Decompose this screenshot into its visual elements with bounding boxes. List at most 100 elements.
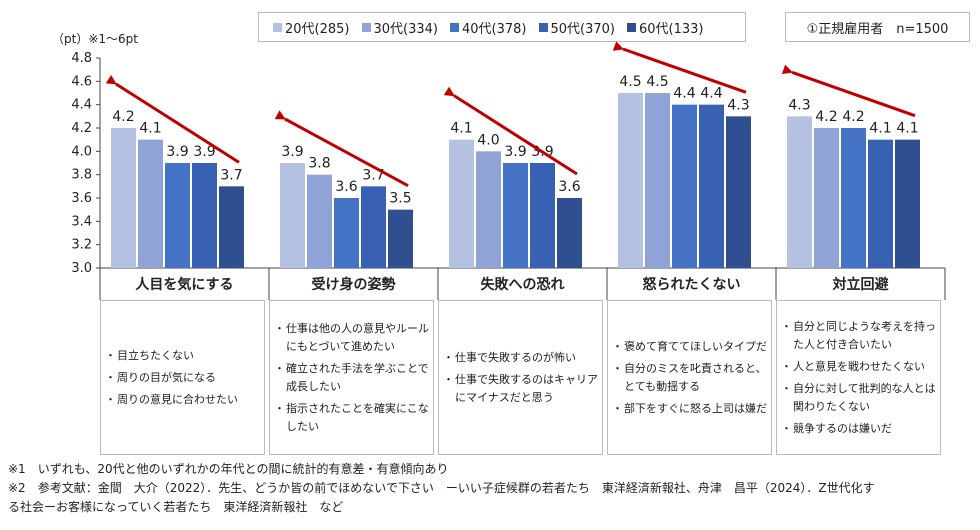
bar-value-label: 4.3: [788, 97, 810, 113]
description-item: 自分と同じような考えを持った人と付き合いたい: [781, 318, 936, 354]
bar: [868, 139, 893, 268]
description-item: 褒めて育ててほしいタイプだ: [612, 338, 767, 356]
trend-arrow: [612, 41, 747, 94]
description-box: 褒めて育ててほしいタイプだ自分のミスを叱責されると、とても動揺する部下をすぐに怒…: [607, 300, 772, 455]
y-tick-label: 4.8: [71, 51, 92, 66]
legend-swatch: [450, 22, 459, 32]
bar: [476, 151, 501, 268]
bar-value-label: 4.5: [619, 74, 641, 90]
bar: [192, 163, 217, 268]
category-label: 怒られたくない: [643, 276, 741, 293]
legend-swatch: [538, 22, 548, 32]
y-tick-label: 3.8: [71, 168, 92, 183]
bar: [165, 163, 190, 268]
y-tick-label: 4.4: [71, 98, 92, 113]
bar-value-label: 3.5: [389, 191, 411, 207]
bar: [138, 139, 163, 268]
y-axis-unit-label: （pt）※1～6pt: [52, 32, 138, 46]
category-label: 対立回避: [832, 276, 889, 293]
description-item: 仕事で失敗するのはキャリアにマイナスだと思う: [443, 371, 598, 407]
description-item: 仕事で失敗するのが怖い: [443, 349, 598, 367]
bar: [449, 139, 474, 268]
description-item: 目立ちたくない: [105, 347, 260, 365]
bar-value-label: 3.9: [193, 144, 215, 160]
description-item: 仕事は他の人の意見やルールにもとづいて進めたい: [274, 320, 429, 356]
bar: [503, 163, 528, 268]
bar: [895, 139, 920, 268]
description-box: 仕事は他の人の意見やルールにもとづいて進めたい確立された手法を学ぶことで成長した…: [269, 300, 434, 455]
bar-value-label: 4.2: [815, 109, 837, 125]
category-label: 失敗への恐れ: [481, 276, 565, 293]
bar-value-label: 4.3: [727, 97, 749, 113]
description-item: 自分のミスを叱責されると、とても動揺する: [612, 360, 767, 396]
bar: [672, 104, 697, 269]
bar-value-label: 3.8: [308, 156, 330, 172]
trend-arrow: [443, 86, 578, 176]
legend-item: 60代(133): [627, 18, 704, 37]
bar: [388, 209, 413, 268]
y-tick-label: 3.4: [71, 214, 92, 229]
bar-value-label: 4.1: [139, 121, 161, 137]
bar: [219, 186, 244, 268]
legend-label: 40代(378): [462, 21, 527, 37]
y-tick-label: 4.2: [71, 121, 92, 136]
bar: [726, 116, 751, 268]
trend-arrows: [105, 41, 916, 187]
bar-value-label: 4.4: [673, 86, 695, 102]
legend-item: 30代(334): [361, 18, 439, 37]
bar-value-label: 4.1: [896, 121, 918, 137]
bars: [111, 93, 920, 269]
description-item: 周りの目が気になる: [105, 369, 260, 387]
footnote-2: ※2 参考文献：金間 大介（2022）．先生、どうか皆の前でほめないで下さい ー…: [8, 481, 875, 495]
description-box: 目立ちたくない周りの目が気になる周りの意見に合わせたい: [100, 300, 265, 455]
description-item: 周りの意見に合わせたい: [105, 391, 260, 409]
category-label: 人目を気にする: [135, 276, 233, 293]
legend-swatch: [361, 22, 371, 32]
bar-value-label: 4.4: [700, 86, 722, 102]
bar-value-label: 3.9: [281, 144, 303, 160]
bar-value-label: 4.2: [112, 109, 134, 125]
bar: [557, 198, 582, 268]
description-item: 部下をすぐに怒る上司は嫌だ: [612, 400, 767, 418]
bar: [280, 163, 305, 268]
description-item: 確立された手法を学ぶことで成長したい: [274, 360, 429, 396]
bar-value-label: 3.6: [558, 179, 580, 195]
bar: [814, 128, 839, 268]
legend-swatch: [273, 22, 282, 32]
bar: [699, 104, 724, 269]
legend-swatch: [627, 22, 636, 32]
trend-arrow: [274, 110, 409, 187]
bar-value-label: 4.5: [646, 74, 668, 90]
bar: [530, 163, 555, 268]
bar-chart: 3.0 3.2 3.4 3.6 3.8 4.0 4.2 4.4 4.6 4.8 4.2 4.1 3.9…: [71, 41, 946, 300]
description-item: 自分に対して批判的な人とは関わりたくない: [781, 380, 936, 416]
description-box: 自分と同じような考えを持った人と付き合いたい人と意見を戦わせたくない自分に対して…: [776, 300, 941, 455]
bar-value-label: 4.2: [842, 109, 864, 125]
bar-value-label: 4.0: [477, 132, 499, 148]
description-item: 指示されたことを確実にこなしたい: [274, 400, 429, 436]
legend-item: 40代(378): [450, 18, 527, 37]
description-item: 人と意見を戦わせたくない: [781, 358, 936, 376]
bar: [111, 128, 136, 268]
trend-arrow: [781, 64, 916, 118]
bar-value-label: 4.1: [869, 121, 891, 137]
description-box: 仕事で失敗するのが怖い仕事で失敗するのはキャリアにマイナスだと思う: [438, 300, 603, 455]
bar: [645, 93, 670, 268]
description-item: 競争するのは嫌いだ: [781, 420, 936, 438]
category-label: 受け身の姿勢: [312, 276, 396, 293]
legend: 20代(285) 30代(334) 40代(378) 50代(370) 60代(133): [258, 12, 746, 42]
category-labels: 人目を気にする 受け身の姿勢 失敗への恐れ 怒られたくない 対立回避: [135, 276, 888, 293]
legend-item: 20代(285): [273, 18, 350, 37]
bar: [361, 186, 386, 268]
bar-value-label: 3.9: [166, 144, 188, 160]
bar-value-label: 4.1: [450, 121, 472, 137]
bar-value-label: 3.6: [335, 179, 357, 195]
bar-value-label: 3.9: [504, 144, 526, 160]
legend-item: 50代(370): [538, 18, 616, 37]
bar: [334, 198, 359, 268]
legend-label: 30代(334): [373, 21, 439, 37]
y-tick-label: 3.2: [71, 238, 92, 253]
y-tick-label: 3.6: [71, 191, 92, 206]
legend-label: 50代(370): [550, 21, 616, 37]
y-tick-label: 4.0: [71, 144, 92, 159]
